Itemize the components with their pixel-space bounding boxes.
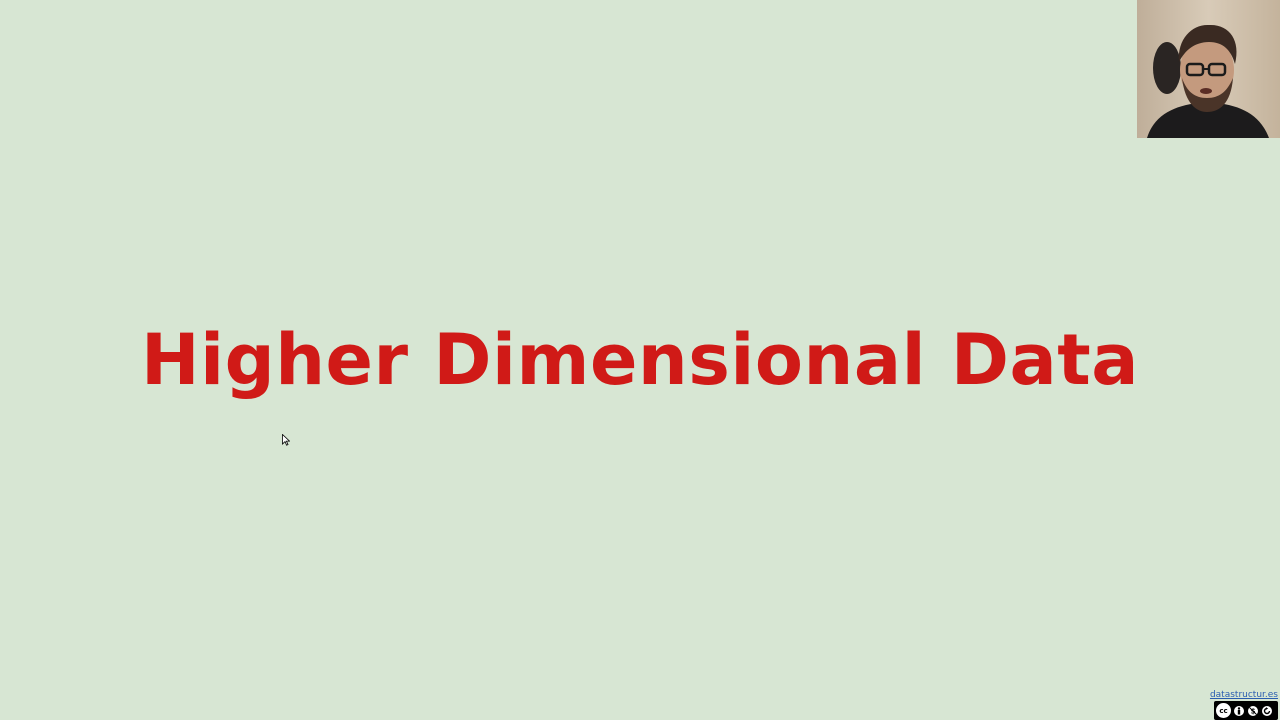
presenter-webcam [1137,0,1280,138]
nc-icon: $ [1247,704,1259,717]
sa-icon [1261,704,1273,717]
presenter-video-frame [1137,0,1280,138]
by-icon [1233,704,1245,717]
footer: datastructur.es cc $ [1208,688,1278,720]
mouse-pointer-icon [282,431,291,446]
cc-license-badge[interactable]: cc $ [1214,701,1278,720]
datastructures-link[interactable]: datastructur.es [1209,690,1278,700]
slide-title: Higher Dimensional Data [141,319,1139,401]
cc-icon: cc [1216,703,1231,718]
